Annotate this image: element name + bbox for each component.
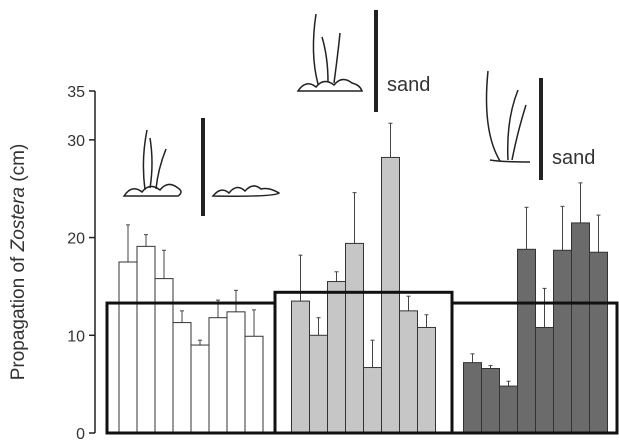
- bar: [464, 363, 482, 433]
- bar: [500, 386, 518, 433]
- bar: [245, 336, 263, 433]
- y-tick-label: 35: [67, 84, 85, 101]
- bar: [191, 345, 209, 433]
- bar: [364, 368, 382, 433]
- bar: [482, 369, 500, 433]
- y-tick-label: 10: [67, 328, 85, 345]
- bar: [536, 327, 554, 433]
- chart: Propagation of Zostera (cm) sand sand 0 1…: [0, 0, 619, 440]
- annotation: sand: [552, 147, 595, 169]
- plant-icons: [124, 10, 541, 216]
- bar: [400, 311, 418, 433]
- y-label-part: (cm): [8, 144, 29, 187]
- annotation: sand: [387, 74, 430, 96]
- bar: [119, 262, 137, 433]
- y-tick-label: 20: [67, 231, 85, 248]
- bar: [518, 249, 536, 433]
- bar: [328, 282, 346, 433]
- bar: [590, 252, 608, 433]
- bar: [137, 246, 155, 433]
- bar: [572, 223, 590, 433]
- bar: [173, 323, 191, 433]
- bar: [227, 312, 245, 433]
- y-label-part: Zostera: [8, 187, 29, 252]
- bar: [418, 327, 436, 433]
- bar: [382, 157, 400, 433]
- y-tick-label: 30: [67, 133, 85, 150]
- bar: [554, 250, 572, 433]
- bar: [292, 301, 310, 433]
- y-axis-label: Propagation of Zostera (cm): [8, 144, 29, 381]
- y-tick-label: 0: [76, 426, 85, 440]
- y-label-part: Propagation of: [8, 251, 29, 380]
- bar: [346, 243, 364, 433]
- bar: [209, 318, 227, 433]
- bar: [310, 335, 328, 433]
